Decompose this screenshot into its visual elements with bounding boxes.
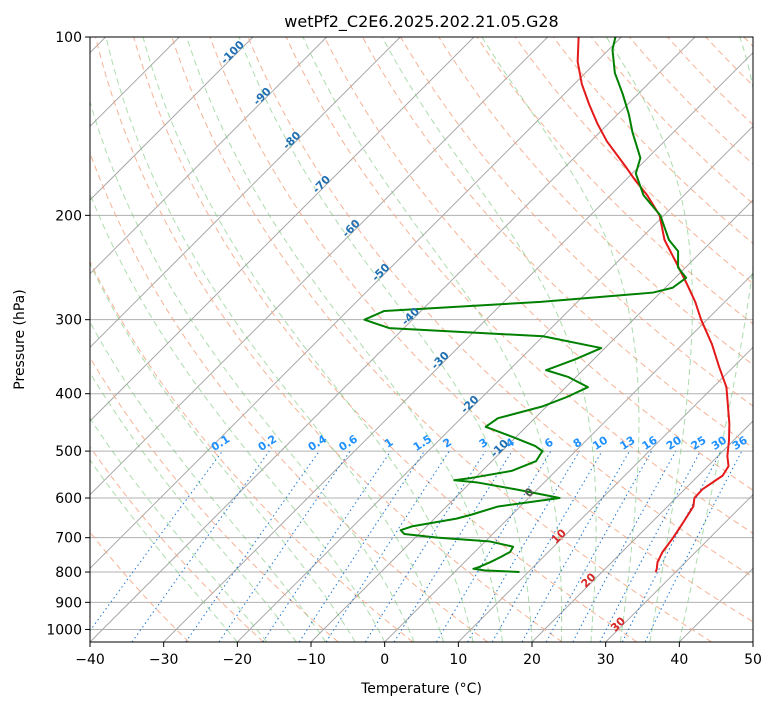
dry-adiabat <box>95 37 563 642</box>
isotherm-line <box>90 37 328 275</box>
x-tick-label: −40 <box>75 652 105 668</box>
moist-adiabat <box>90 192 386 642</box>
y-axis-ticks: 100 200 300 400 500 600 700 800 900 1000 <box>46 30 90 638</box>
mixing-ratio-line <box>325 450 450 642</box>
x-tick-label: −30 <box>149 652 179 668</box>
x-axis-label: Temperature (°C) <box>360 681 482 697</box>
pressure-gridlines <box>90 37 753 630</box>
moist-adiabat <box>142 37 474 642</box>
y-tick-label: 200 <box>55 208 82 224</box>
dry-adiabat <box>209 37 753 623</box>
profile-line-1 <box>576 37 731 573</box>
mixing-ratio-line <box>393 450 513 642</box>
dry-adiabat <box>90 445 264 642</box>
dry-adiabat <box>247 37 753 578</box>
isotherm-line <box>163 51 753 642</box>
profile-line-2 <box>363 37 688 574</box>
isotherm-line <box>90 37 254 201</box>
moist-adiabat <box>302 37 563 642</box>
isotherm-line <box>90 37 549 496</box>
mixing-ratio-line <box>262 450 392 642</box>
plot-area: 0.1 0.2 0.4 0.6 1 1.5 2 3 4 6 8 10 13 16 20 25 30 36-100-… <box>90 37 753 642</box>
dry-adiabat <box>476 37 753 325</box>
x-tick-label: 0 <box>380 652 389 668</box>
mixing-ratio-line <box>185 450 320 642</box>
y-tick-label: 100 <box>55 30 82 46</box>
moist-adiabat <box>90 100 415 642</box>
x-tick-label: 10 <box>449 652 467 668</box>
profile-series <box>363 37 731 574</box>
mixing-ratio-line <box>435 450 552 642</box>
y-tick-label: 800 <box>55 565 82 581</box>
x-tick-label: −20 <box>223 652 253 668</box>
moist-adiabat <box>238 37 533 642</box>
isotherm-line <box>90 37 475 422</box>
x-tick-label: 30 <box>597 652 615 668</box>
moist-adiabat <box>90 262 356 642</box>
y-tick-label: 400 <box>55 387 82 403</box>
mixing-ratio-line <box>298 450 425 642</box>
dry-adiabat <box>323 37 753 491</box>
isotherm-line <box>605 493 753 642</box>
dry-adiabat <box>133 37 638 642</box>
mixing-ratio-line <box>131 450 270 642</box>
x-tick-label: −10 <box>296 652 326 668</box>
dry-adiabat-lines <box>90 37 753 642</box>
y-tick-label: 600 <box>55 491 82 507</box>
chart-title: wetPf2_C2E6.2025.202.21.05.G28 <box>284 12 558 32</box>
y-axis-label: Pressure (hPa) <box>12 289 28 389</box>
moist-adiabat <box>678 37 753 642</box>
mixing-ratio-line <box>467 450 580 642</box>
moist-adiabat <box>90 417 268 642</box>
mixing-ratio-line <box>364 450 486 642</box>
isotherm-line <box>90 37 696 642</box>
moist-adiabat <box>90 371 297 642</box>
moist-adiabat <box>381 37 597 642</box>
moist-adiabat <box>90 459 238 642</box>
x-tick-label: 20 <box>523 652 541 668</box>
moist-adiabat <box>105 37 445 642</box>
dry-adiabat <box>285 37 753 534</box>
mixing-ratio-lines <box>90 450 743 642</box>
mixing-ratio-line <box>218 450 351 642</box>
isotherm-line <box>90 37 401 349</box>
isotherm-line <box>90 37 622 570</box>
y-tick-label: 700 <box>55 531 82 547</box>
dry-adiabat <box>514 37 753 285</box>
mixing-ratio-line <box>572 450 677 642</box>
moist-adiabat <box>186 37 504 642</box>
y-tick-label: 900 <box>55 595 82 611</box>
moist-adiabat <box>605 37 693 642</box>
isotherm-line <box>531 420 753 642</box>
y-tick-label: 1000 <box>46 622 82 638</box>
x-axis-ticks: −40 −30 −20 −10 0 10 20 30 40 50 <box>75 642 762 668</box>
plot-frame <box>89 36 754 643</box>
moist-adiabat <box>90 321 327 642</box>
moist-adiabat <box>481 37 640 642</box>
mixing-ratio-line <box>599 450 701 642</box>
x-tick-label: 50 <box>744 652 762 668</box>
isotherm-line <box>236 125 753 642</box>
dry-adiabat <box>171 37 713 642</box>
dry-adiabat <box>90 260 414 642</box>
isotherm-line <box>457 346 753 642</box>
y-tick-label: 300 <box>55 313 82 329</box>
y-tick-label: 500 <box>55 444 82 460</box>
x-tick-label: 40 <box>670 652 688 668</box>
moist-adiabat-lines <box>90 37 753 642</box>
